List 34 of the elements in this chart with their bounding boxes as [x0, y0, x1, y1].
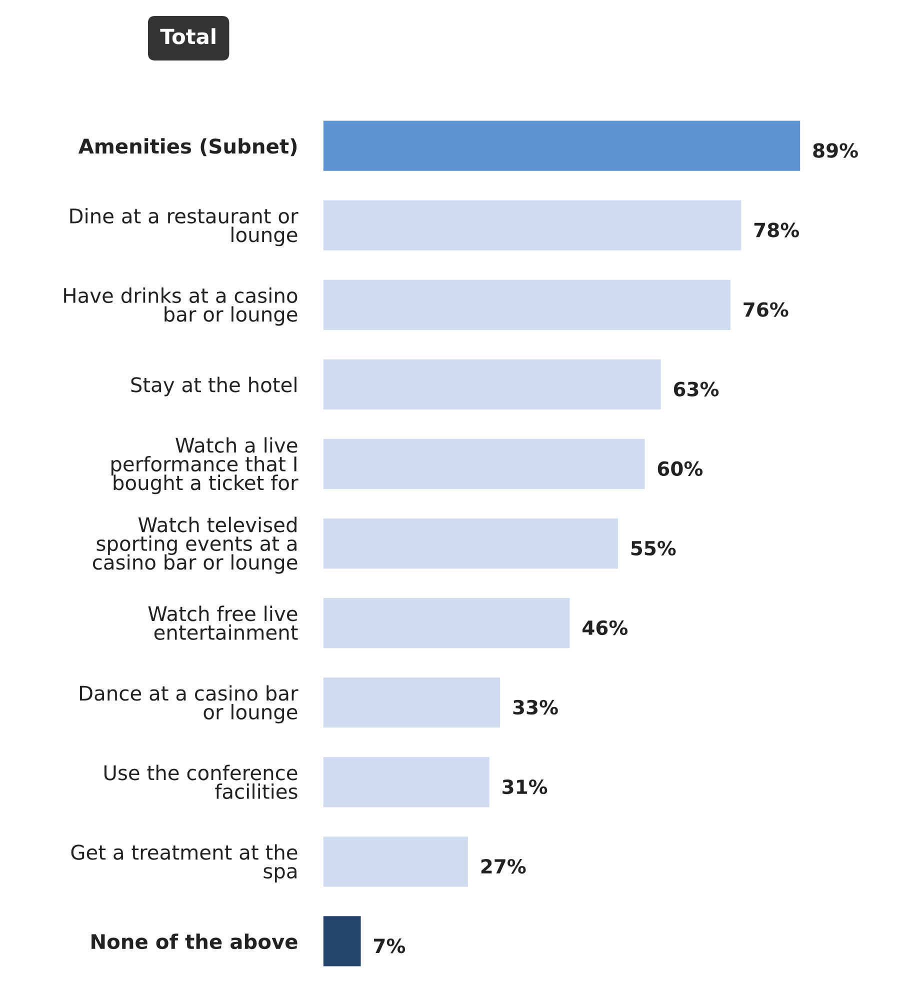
y-tick-label: None of the above — [92, 934, 298, 950]
data-label: 76% — [744, 302, 788, 317]
y-tick-label: Watch free live entertainment — [148, 606, 298, 640]
bar — [323, 598, 570, 648]
y-tick-label: Watch a live performance that I bought a ticket for — [111, 437, 298, 494]
bar — [323, 678, 500, 728]
bar — [323, 836, 468, 887]
bar — [323, 518, 618, 569]
data-label: 55% — [631, 540, 676, 556]
y-tick-label: Watch televised sporting events at a casino bar or lounge — [92, 516, 298, 574]
y-tick-label: Stay at the hotel — [131, 376, 296, 396]
data-label: 31% — [502, 779, 548, 794]
data-label: 7% — [374, 938, 406, 954]
data-label: 63% — [674, 382, 719, 396]
y-tick-label: Use the conference facilities — [104, 764, 298, 800]
bar — [323, 120, 800, 171]
y-tick-label: Amenities (Subnet) — [78, 138, 297, 156]
data-label: 89% — [813, 143, 858, 158]
bar — [323, 200, 742, 250]
data-label: 33% — [513, 700, 558, 715]
bar — [323, 438, 645, 490]
y-tick-label: Have drinks at a casino bar or lounge — [64, 288, 298, 326]
bar — [323, 280, 730, 330]
bar — [323, 916, 361, 966]
data-label: 60% — [658, 461, 703, 476]
chart-title: Total — [160, 28, 216, 44]
y-tick-label: Dine at a restaurant or lounge — [70, 208, 298, 246]
y-tick-label: Dance at a casino bar or lounge — [80, 685, 298, 724]
bar — [323, 359, 661, 410]
bar — [323, 757, 490, 808]
data-label: 27% — [481, 858, 526, 874]
y-tick-label: Get a treatment at the spa — [71, 844, 298, 883]
data-label: 46% — [582, 620, 628, 636]
data-label: 78% — [754, 222, 800, 238]
